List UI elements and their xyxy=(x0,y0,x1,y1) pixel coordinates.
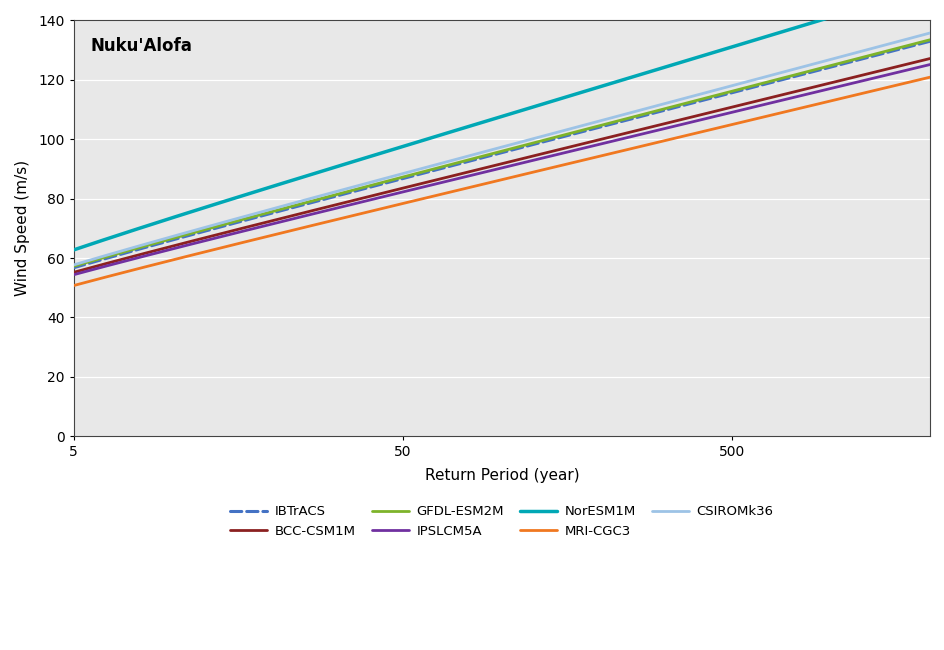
CSIROMk36 xyxy=(531,134,542,142)
CSIROMk36 xyxy=(902,34,914,42)
Line: CSIROMk36: CSIROMk36 xyxy=(74,33,929,265)
MRI-CGC3 xyxy=(474,181,485,188)
IBTrACS xyxy=(902,43,914,51)
MRI-CGC3 xyxy=(480,179,491,187)
IBTrACS xyxy=(769,77,781,85)
IBTrACS xyxy=(68,264,79,272)
MRI-CGC3 xyxy=(923,73,935,81)
CSIROMk36 xyxy=(923,29,935,37)
BCC-CSM1M xyxy=(480,164,491,172)
BCC-CSM1M xyxy=(902,60,914,68)
NorESM1M xyxy=(480,118,491,125)
Legend: IBTrACS, BCC-CSM1M, GFDL-ESM2M, IPSLCM5A, NorESM1M, MRI-CGC3, CSIROMk36: IBTrACS, BCC-CSM1M, GFDL-ESM2M, IPSLCM5A… xyxy=(229,505,773,538)
Line: NorESM1M: NorESM1M xyxy=(74,0,929,250)
IPSLCM5A xyxy=(68,271,79,279)
IBTrACS xyxy=(531,140,542,148)
GFDL-ESM2M xyxy=(68,263,79,270)
GFDL-ESM2M xyxy=(474,153,485,161)
NorESM1M xyxy=(769,30,781,38)
MRI-CGC3 xyxy=(531,167,542,175)
GFDL-ESM2M xyxy=(902,41,914,49)
IPSLCM5A xyxy=(474,169,485,177)
IBTrACS xyxy=(474,154,485,162)
MRI-CGC3 xyxy=(68,281,79,289)
GFDL-ESM2M xyxy=(577,126,588,134)
MRI-CGC3 xyxy=(902,78,914,86)
CSIROMk36 xyxy=(68,261,79,269)
IPSLCM5A xyxy=(577,144,588,152)
BCC-CSM1M xyxy=(769,92,781,100)
X-axis label: Return Period (year): Return Period (year) xyxy=(424,467,579,482)
Y-axis label: Wind Speed (m/s): Wind Speed (m/s) xyxy=(15,161,30,296)
MRI-CGC3 xyxy=(577,156,588,164)
BCC-CSM1M xyxy=(68,268,79,276)
IPSLCM5A xyxy=(769,98,781,106)
BCC-CSM1M xyxy=(531,151,542,159)
GFDL-ESM2M xyxy=(769,76,781,84)
BCC-CSM1M xyxy=(923,55,935,62)
IBTrACS xyxy=(480,153,491,161)
IPSLCM5A xyxy=(531,155,542,163)
GFDL-ESM2M xyxy=(480,151,491,159)
Line: IBTrACS: IBTrACS xyxy=(74,41,929,268)
NorESM1M xyxy=(68,246,79,254)
BCC-CSM1M xyxy=(577,140,588,148)
MRI-CGC3 xyxy=(769,111,781,118)
NorESM1M xyxy=(577,88,588,96)
IPSLCM5A xyxy=(480,168,491,176)
CSIROMk36 xyxy=(769,70,781,78)
IPSLCM5A xyxy=(902,66,914,73)
IBTrACS xyxy=(923,37,935,45)
NorESM1M xyxy=(531,102,542,110)
Text: Nuku'Alofa: Nuku'Alofa xyxy=(91,37,193,55)
GFDL-ESM2M xyxy=(531,138,542,146)
CSIROMk36 xyxy=(577,122,588,129)
NorESM1M xyxy=(474,119,485,127)
Line: MRI-CGC3: MRI-CGC3 xyxy=(74,77,929,285)
GFDL-ESM2M xyxy=(923,36,935,44)
CSIROMk36 xyxy=(480,148,491,155)
Line: GFDL-ESM2M: GFDL-ESM2M xyxy=(74,40,929,266)
IBTrACS xyxy=(577,127,588,135)
Line: IPSLCM5A: IPSLCM5A xyxy=(74,64,929,275)
IPSLCM5A xyxy=(923,60,935,68)
CSIROMk36 xyxy=(474,149,485,157)
Line: BCC-CSM1M: BCC-CSM1M xyxy=(74,58,929,272)
BCC-CSM1M xyxy=(474,165,485,173)
